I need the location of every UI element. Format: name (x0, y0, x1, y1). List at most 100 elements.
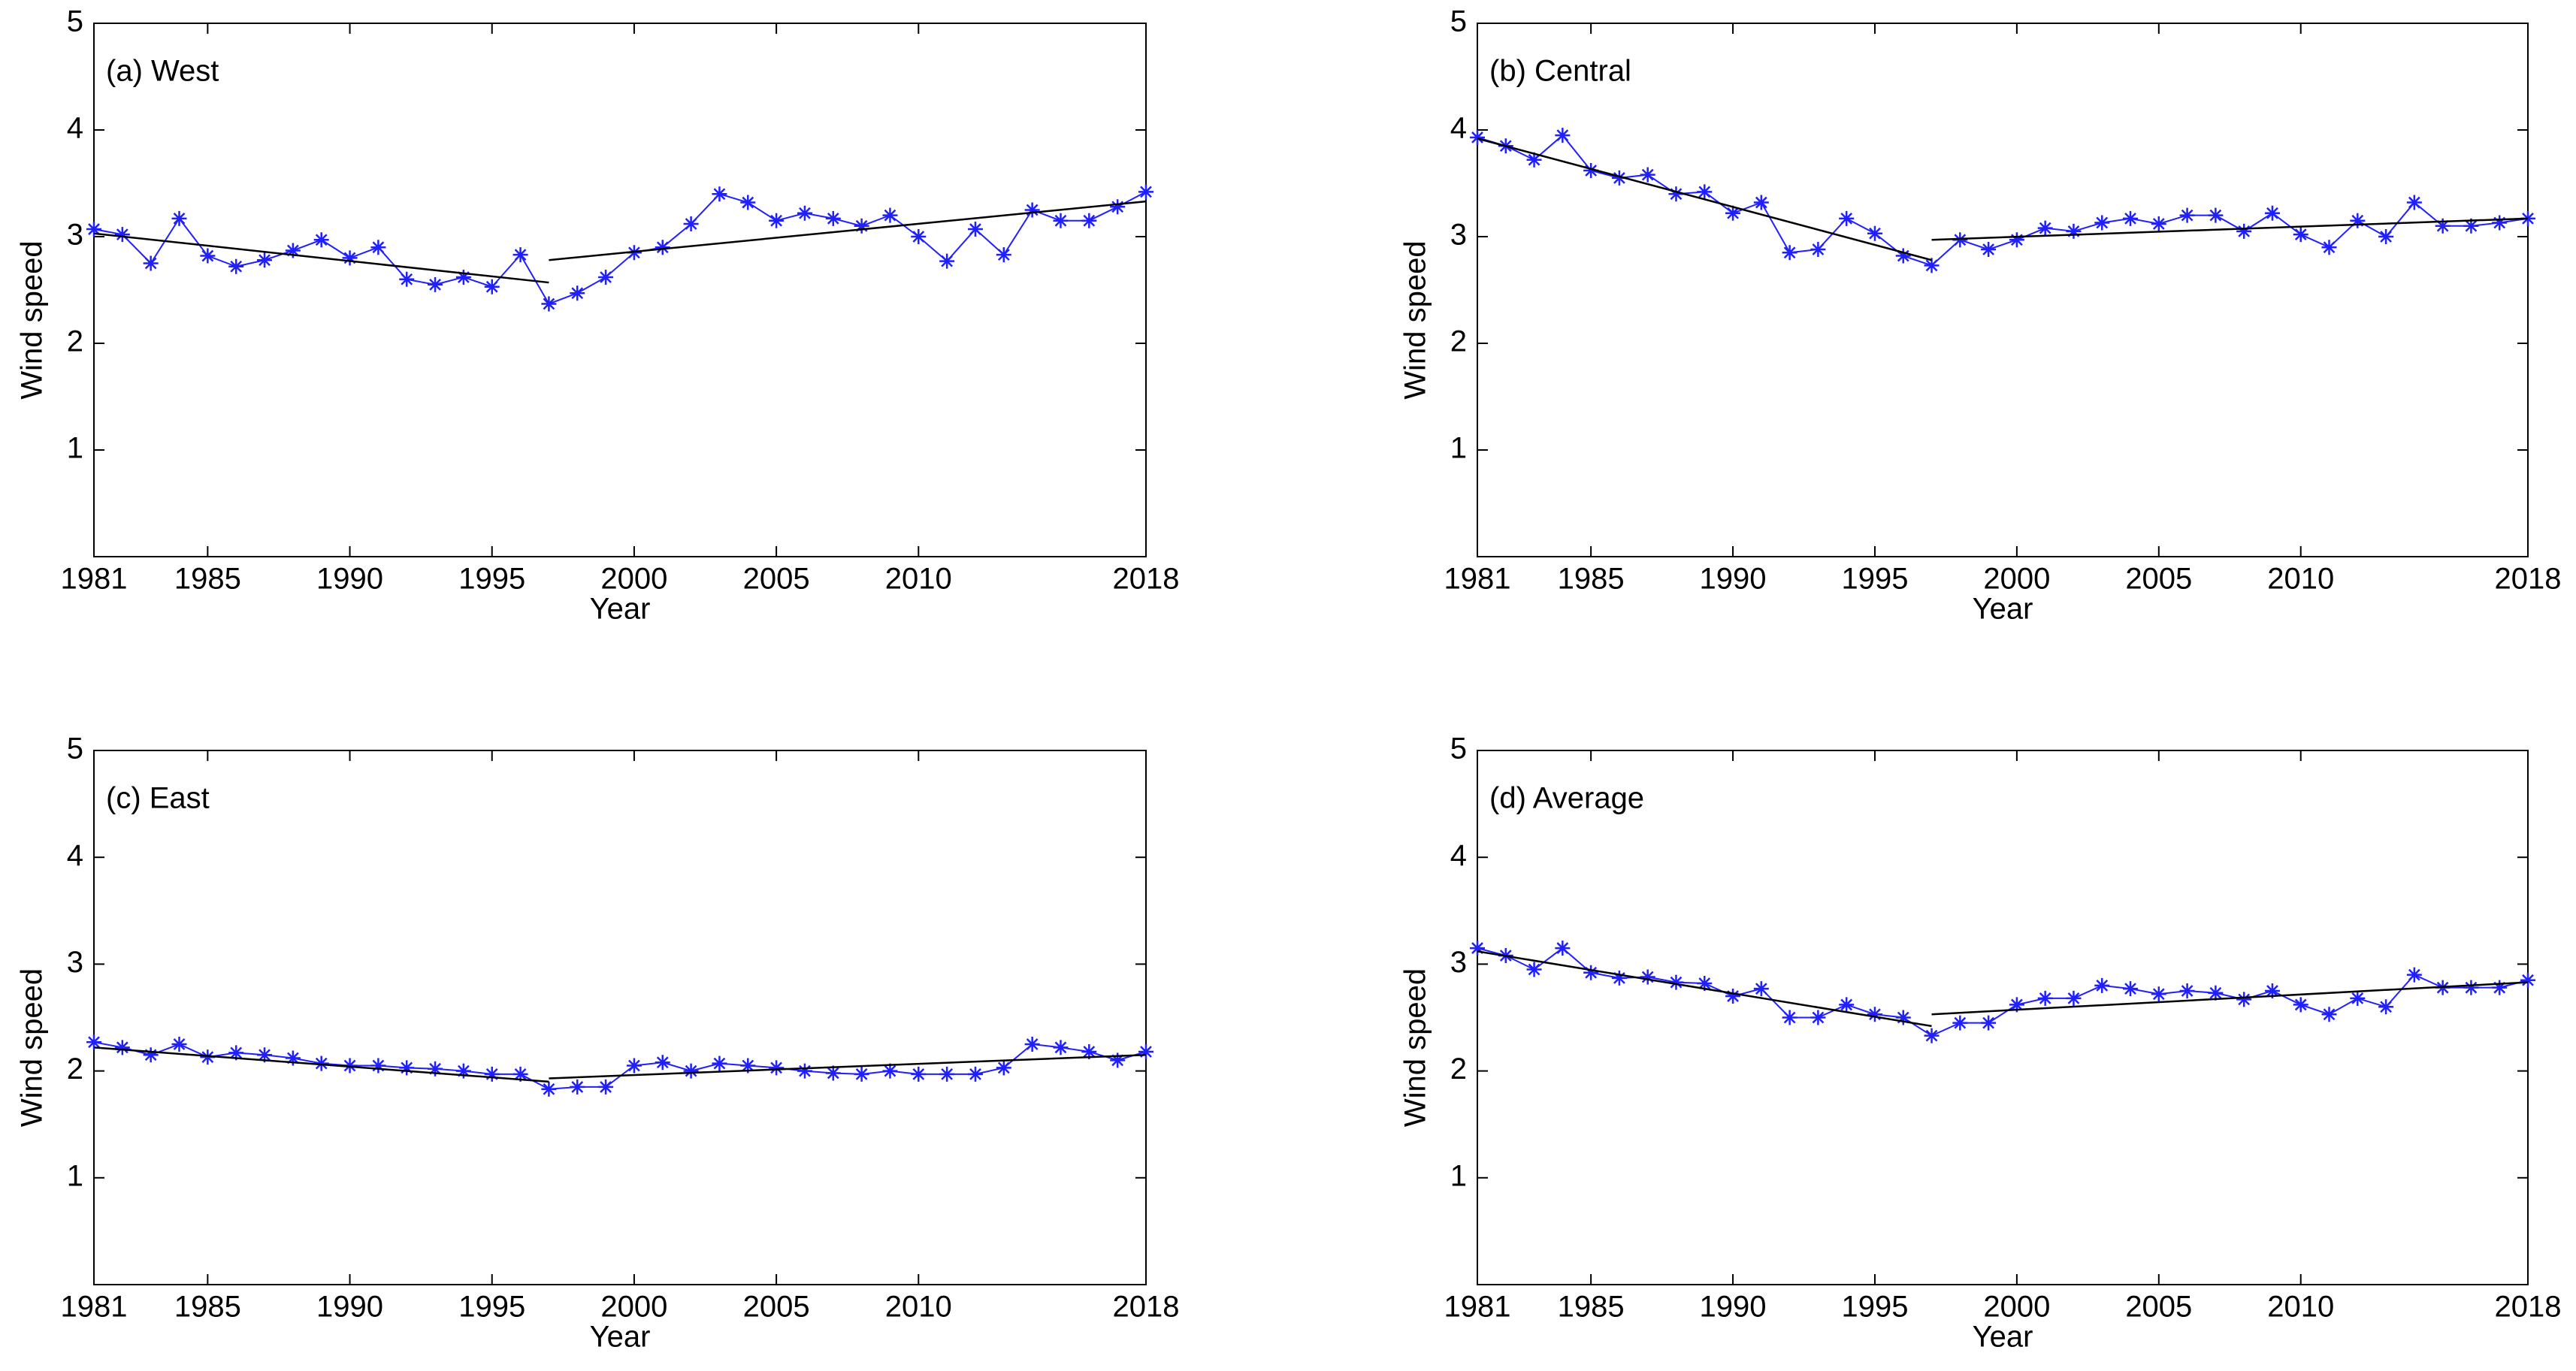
y-axis-label: Wind speed (16, 968, 49, 1127)
trend-line (549, 1054, 1147, 1080)
data-point (428, 276, 443, 292)
data-point (1053, 213, 1069, 228)
data-point (854, 1066, 869, 1082)
data-point (1952, 232, 1968, 248)
trend-line (93, 232, 549, 284)
data-point (171, 210, 187, 226)
trend-line (549, 200, 1147, 261)
data-point (228, 258, 244, 274)
data-point (143, 255, 159, 271)
data-point (455, 1063, 471, 1079)
x-tick-label: 1985 (1558, 563, 1625, 596)
y-tick-label: 3 (1450, 219, 1467, 252)
data-point (598, 1079, 614, 1095)
data-point (655, 1055, 670, 1071)
data-point (2293, 227, 2308, 243)
data-point (911, 229, 927, 244)
trend-line (1477, 950, 1932, 1028)
data-point (313, 232, 329, 248)
data-point (2463, 980, 2479, 995)
data-point (541, 296, 557, 312)
y-tick-label: 3 (67, 219, 83, 252)
data-point (769, 213, 785, 228)
data-point (2321, 240, 2337, 255)
data-point (370, 1058, 386, 1074)
data-point (512, 1066, 528, 1082)
x-tick-label: 2000 (600, 563, 667, 596)
panel: 1981 1985 1990 1995 2000 2005 2010 2018 1 2 3 4 5 Yea… (1399, 5, 2562, 626)
data-point (484, 279, 500, 294)
y-tick-label: 1 (1450, 432, 1467, 465)
trend-line (1931, 217, 2529, 241)
data-point (512, 247, 528, 263)
data-point (712, 186, 727, 202)
data-point (2179, 983, 2195, 998)
data-point (1867, 1007, 1882, 1022)
panel: 1981 1985 1990 1995 2000 2005 2010 2018 1 2 3 4 5 Yea… (16, 732, 1180, 1354)
y-tick-label: 5 (1450, 732, 1467, 766)
data-point (882, 207, 898, 223)
data-point (2378, 229, 2394, 244)
y-tick-label: 4 (1450, 112, 1467, 145)
data-line (93, 191, 1147, 305)
data-point (1697, 184, 1713, 200)
data-point (1526, 962, 1542, 977)
data-point (1924, 1028, 1940, 1043)
y-tick-label: 5 (1450, 5, 1467, 38)
panel-label: (a) West (106, 55, 219, 88)
trend-line (1477, 137, 1932, 261)
x-tick-label: 1990 (1700, 1291, 1767, 1324)
x-tick-label: 2005 (2125, 1291, 2192, 1324)
y-tick-label: 1 (67, 432, 83, 465)
data-point (2179, 207, 2195, 223)
data-point (1810, 1010, 1826, 1025)
data-point (626, 1058, 642, 1074)
data-point (2492, 215, 2508, 231)
data-point (399, 271, 415, 287)
data-point (2264, 205, 2280, 221)
data-point (455, 269, 471, 285)
data-point (257, 252, 273, 268)
data-point (2350, 213, 2366, 228)
data-point (1895, 248, 1911, 264)
plot-frame (1477, 750, 2529, 1285)
data-point (1138, 184, 1153, 200)
x-tick-label: 2018 (2495, 563, 2562, 596)
data-point (2123, 210, 2139, 226)
x-axis-label: Year (590, 593, 651, 626)
data-point (114, 227, 130, 243)
x-tick-label: 2018 (1113, 563, 1180, 596)
plot-frame (1477, 23, 2529, 557)
data-point (2151, 216, 2166, 231)
data-point (1839, 997, 1855, 1013)
data-point (967, 1066, 983, 1082)
data-point (1697, 976, 1713, 991)
data-point (598, 269, 614, 285)
data-point (1611, 970, 1627, 986)
y-tick-label: 4 (67, 112, 83, 145)
data-point (1782, 245, 1797, 261)
data-point (1668, 974, 1684, 990)
data-point (114, 1040, 130, 1055)
data-point (996, 1060, 1011, 1076)
x-tick-label: 1985 (1558, 1291, 1625, 1324)
data-point (1024, 202, 1040, 218)
data-point (2520, 972, 2535, 988)
data-point (1839, 210, 1855, 226)
data-point (2123, 981, 2139, 997)
data-point (86, 222, 101, 237)
y-axis-label: Wind speed (1399, 240, 1432, 399)
data-line (1477, 134, 2529, 267)
data-point (2264, 983, 2280, 998)
data-point (1895, 1010, 1911, 1025)
x-tick-label: 2010 (2267, 563, 2334, 596)
data-point (370, 240, 386, 255)
data-point (2321, 1007, 2337, 1022)
data-point (2378, 999, 2394, 1015)
data-point (171, 1037, 187, 1052)
data-point (740, 1058, 756, 1074)
y-tick-label: 3 (1450, 946, 1467, 979)
trend-line (93, 1046, 549, 1083)
x-tick-label: 2010 (2267, 1291, 2334, 1324)
data-point (2293, 997, 2308, 1013)
